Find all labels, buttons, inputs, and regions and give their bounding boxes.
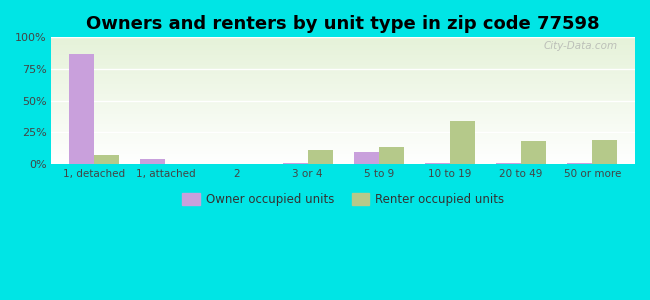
Text: City-Data.com: City-Data.com (543, 41, 618, 51)
Bar (140, 159, 165, 164)
Bar (592, 140, 617, 164)
Bar (425, 163, 450, 164)
Bar (521, 141, 546, 164)
Bar (70, 54, 94, 164)
Bar (283, 163, 307, 164)
Legend: Owner occupied units, Renter occupied units: Owner occupied units, Renter occupied un… (177, 189, 509, 211)
Bar (496, 163, 521, 164)
Bar (567, 163, 592, 164)
Bar (450, 121, 475, 164)
Bar (307, 150, 333, 164)
Bar (94, 155, 119, 164)
Bar (379, 147, 404, 164)
Title: Owners and renters by unit type in zip code 77598: Owners and renters by unit type in zip c… (86, 15, 600, 33)
Bar (354, 152, 379, 164)
